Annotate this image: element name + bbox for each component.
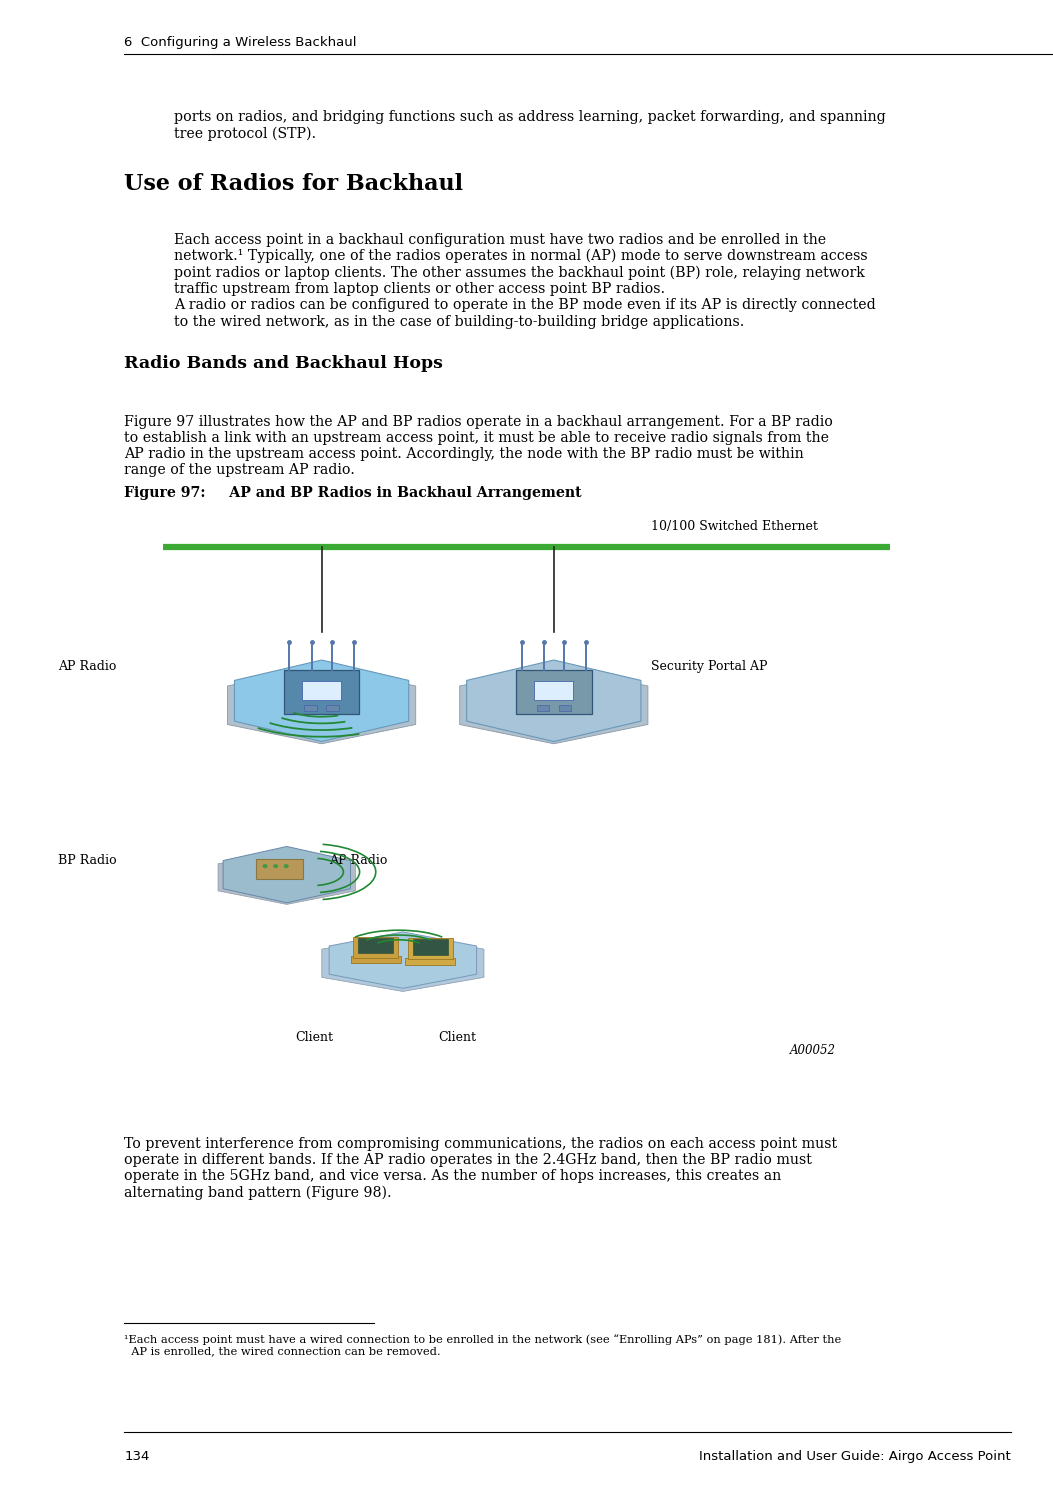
Text: Client: Client — [438, 1031, 476, 1043]
FancyBboxPatch shape — [358, 938, 393, 953]
FancyBboxPatch shape — [516, 670, 592, 715]
Text: A00052: A00052 — [791, 1044, 836, 1056]
Text: Use of Radios for Backhaul: Use of Radios for Backhaul — [124, 173, 463, 195]
Text: Radio Bands and Backhaul Hops: Radio Bands and Backhaul Hops — [124, 355, 443, 372]
Text: A radio or radios can be configured to operate in the BP mode even if its AP is : A radio or radios can be configured to o… — [174, 298, 875, 328]
Polygon shape — [322, 935, 484, 992]
Circle shape — [274, 865, 277, 867]
Polygon shape — [330, 932, 477, 988]
FancyBboxPatch shape — [351, 956, 401, 964]
FancyBboxPatch shape — [256, 859, 303, 879]
FancyBboxPatch shape — [558, 706, 571, 712]
Polygon shape — [460, 667, 648, 745]
Text: ¹Each access point must have a wired connection to be enrolled in the network (s: ¹Each access point must have a wired con… — [124, 1334, 841, 1356]
Polygon shape — [466, 659, 641, 742]
Text: 6  Configuring a Wireless Backhaul: 6 Configuring a Wireless Backhaul — [124, 36, 357, 49]
Text: BP Radio: BP Radio — [58, 853, 117, 867]
Circle shape — [284, 865, 287, 867]
Text: To prevent interference from compromising communications, the radios on each acc: To prevent interference from compromisin… — [124, 1137, 837, 1200]
Circle shape — [263, 865, 266, 867]
Text: 134: 134 — [124, 1450, 150, 1464]
Text: Each access point in a backhaul configuration must have two radios and be enroll: Each access point in a backhaul configur… — [174, 233, 868, 297]
Text: Installation and User Guide: Airgo Access Point: Installation and User Guide: Airgo Acces… — [699, 1450, 1011, 1464]
FancyBboxPatch shape — [353, 937, 398, 958]
FancyBboxPatch shape — [405, 958, 455, 964]
Text: AP Radio: AP Radio — [330, 853, 388, 867]
FancyBboxPatch shape — [326, 706, 339, 712]
Text: AP Radio: AP Radio — [58, 659, 117, 673]
Text: ports on radios, and bridging functions such as address learning, packet forward: ports on radios, and bridging functions … — [174, 110, 886, 142]
Polygon shape — [218, 850, 356, 904]
Text: 10/100 Switched Ethernet: 10/100 Switched Ethernet — [651, 519, 817, 533]
Text: AP and BP Radios in Backhaul Arrangement: AP and BP Radios in Backhaul Arrangement — [200, 486, 581, 500]
FancyBboxPatch shape — [534, 682, 574, 700]
FancyBboxPatch shape — [413, 938, 448, 955]
FancyBboxPatch shape — [304, 706, 317, 712]
FancyBboxPatch shape — [537, 706, 549, 712]
Text: Security Portal AP: Security Portal AP — [651, 659, 767, 673]
Polygon shape — [235, 659, 409, 742]
Polygon shape — [223, 846, 351, 903]
FancyBboxPatch shape — [408, 938, 453, 959]
Text: Client: Client — [295, 1031, 333, 1043]
Text: Figure 97 illustrates how the AP and BP radios operate in a backhaul arrangement: Figure 97 illustrates how the AP and BP … — [124, 415, 833, 477]
Polygon shape — [227, 667, 416, 745]
FancyBboxPatch shape — [284, 670, 359, 715]
FancyBboxPatch shape — [302, 682, 341, 700]
Text: Figure 97:: Figure 97: — [124, 486, 205, 500]
